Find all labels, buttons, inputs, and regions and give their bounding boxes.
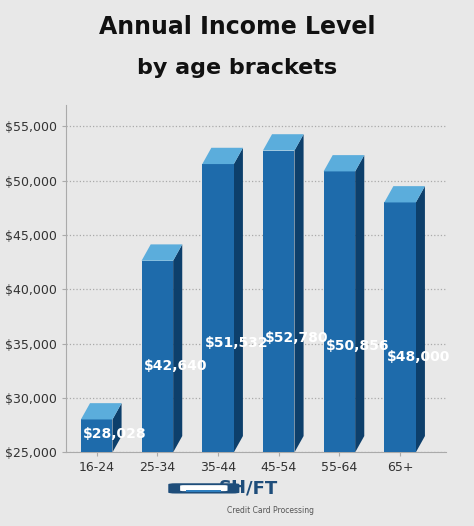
Polygon shape bbox=[294, 134, 303, 452]
Polygon shape bbox=[263, 134, 303, 150]
Bar bbox=[142, 261, 173, 452]
Bar bbox=[384, 203, 416, 452]
Bar bbox=[81, 419, 112, 452]
Polygon shape bbox=[234, 148, 243, 452]
Polygon shape bbox=[142, 245, 182, 261]
Bar bbox=[202, 164, 234, 452]
Text: $42,640: $42,640 bbox=[144, 359, 208, 373]
FancyBboxPatch shape bbox=[186, 490, 221, 492]
Polygon shape bbox=[324, 155, 364, 171]
Text: $51,532: $51,532 bbox=[205, 336, 268, 350]
Text: $48,000: $48,000 bbox=[387, 350, 450, 365]
Text: Annual Income Level: Annual Income Level bbox=[99, 15, 375, 38]
Text: $28,028: $28,028 bbox=[83, 427, 147, 441]
Polygon shape bbox=[112, 403, 121, 452]
FancyBboxPatch shape bbox=[168, 483, 239, 493]
Polygon shape bbox=[81, 403, 121, 419]
Polygon shape bbox=[355, 155, 364, 452]
Polygon shape bbox=[202, 148, 243, 164]
Text: by age brackets: by age brackets bbox=[137, 58, 337, 78]
Text: /FT: /FT bbox=[246, 479, 278, 498]
Text: Credit Card Processing: Credit Card Processing bbox=[227, 507, 314, 515]
Polygon shape bbox=[416, 186, 425, 452]
Polygon shape bbox=[384, 186, 425, 203]
Bar bbox=[324, 171, 355, 452]
Text: $50,856: $50,856 bbox=[326, 339, 390, 352]
Polygon shape bbox=[173, 245, 182, 452]
Bar bbox=[263, 150, 294, 452]
Text: SH: SH bbox=[219, 479, 246, 498]
FancyBboxPatch shape bbox=[180, 485, 228, 491]
Text: $52,780: $52,780 bbox=[265, 331, 329, 345]
